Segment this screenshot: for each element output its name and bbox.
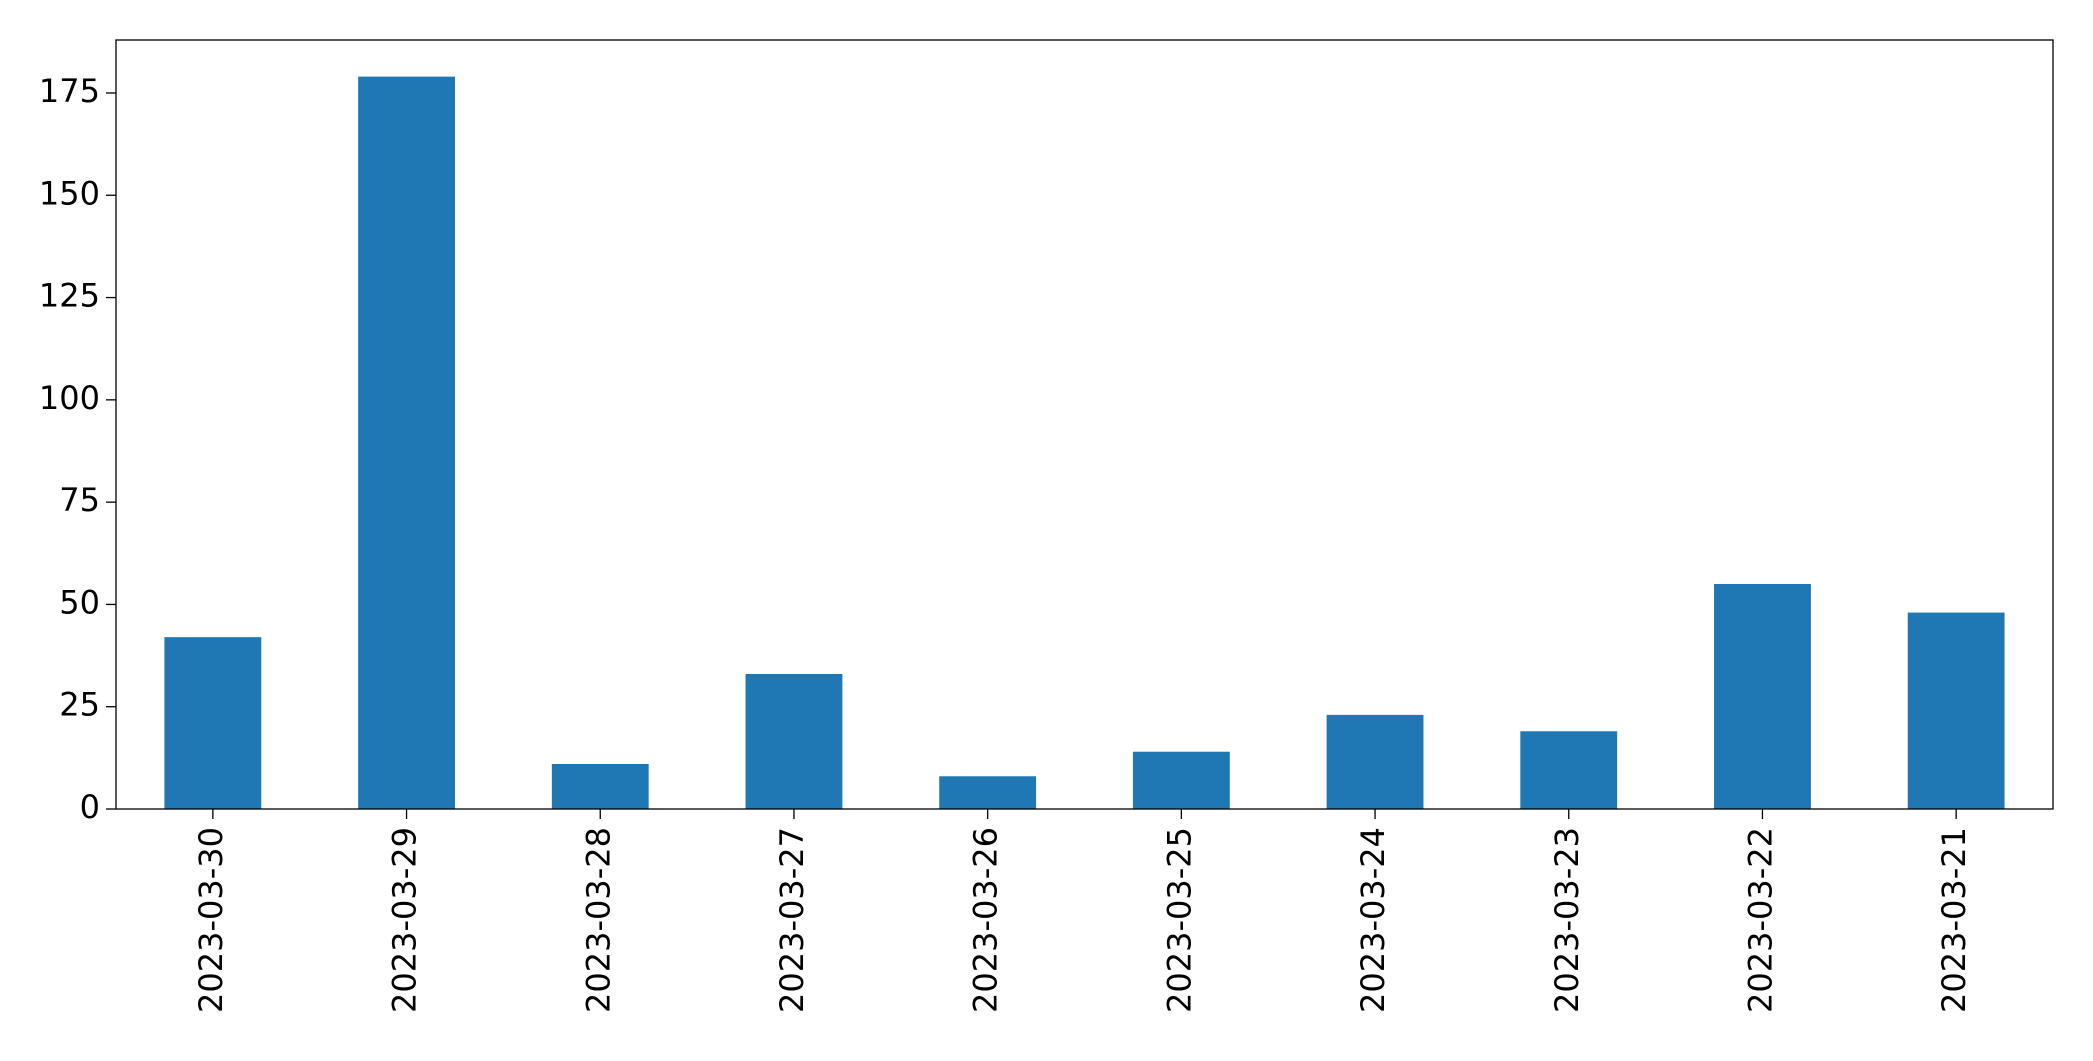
bar [1907, 612, 2005, 809]
plot-frame [115, 39, 2054, 810]
x-tick-label: 2023-03-28 [579, 827, 617, 1013]
bar [1132, 751, 1230, 809]
bar [939, 776, 1037, 809]
x-tick-label: 2023-03-24 [1354, 827, 1392, 1013]
bar [358, 76, 455, 810]
bar [551, 763, 649, 809]
bar [1520, 731, 1618, 809]
y-tick-label: 75 [59, 481, 100, 519]
x-tick-label: 2023-03-22 [1741, 827, 1779, 1013]
x-tick-label: 2023-03-23 [1548, 827, 1586, 1013]
y-tick-label: 150 [39, 174, 100, 212]
y-tick-label: 175 [39, 72, 100, 110]
x-tick-label: 2023-03-21 [1935, 827, 1973, 1013]
y-tick-label: 0 [80, 788, 100, 826]
bar [1326, 714, 1424, 809]
y-tick-label: 125 [39, 277, 100, 315]
x-tick-label: 2023-03-27 [773, 827, 811, 1013]
bar [1714, 583, 1811, 809]
y-tick-label: 50 [59, 583, 100, 621]
y-tick-label: 100 [39, 379, 100, 417]
x-tick-label: 2023-03-30 [192, 827, 230, 1013]
bar [164, 637, 262, 809]
bar [745, 673, 843, 809]
x-tick-label: 2023-03-26 [967, 827, 1005, 1013]
x-tick-label: 2023-03-29 [386, 827, 424, 1013]
y-tick-label: 25 [59, 686, 100, 724]
x-tick-label: 2023-03-25 [1160, 827, 1198, 1013]
